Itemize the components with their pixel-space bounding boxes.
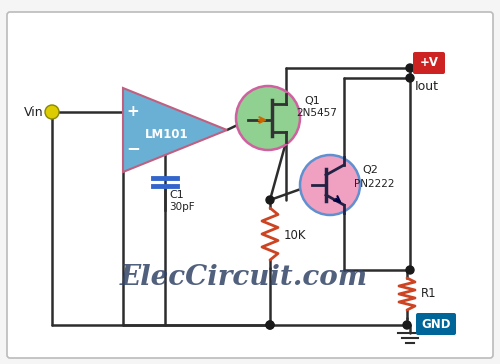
Text: +V: +V <box>420 56 438 70</box>
Text: C1: C1 <box>169 190 184 200</box>
Circle shape <box>406 64 414 72</box>
Circle shape <box>266 321 274 329</box>
Circle shape <box>45 105 59 119</box>
Text: Q2: Q2 <box>362 165 378 175</box>
Text: 30pF: 30pF <box>169 202 194 212</box>
Circle shape <box>266 321 274 329</box>
Text: PN2222: PN2222 <box>354 179 395 189</box>
Circle shape <box>403 321 411 329</box>
Circle shape <box>406 266 414 274</box>
Circle shape <box>236 86 300 150</box>
Text: ElecCircuit.com: ElecCircuit.com <box>120 264 368 291</box>
Polygon shape <box>123 88 227 172</box>
Text: Iout: Iout <box>415 79 439 92</box>
FancyBboxPatch shape <box>416 313 456 335</box>
Text: LM101: LM101 <box>145 128 189 142</box>
Text: 10K: 10K <box>284 229 306 242</box>
Text: R1: R1 <box>421 287 436 300</box>
Text: +: + <box>126 104 140 119</box>
Circle shape <box>266 196 274 204</box>
Text: GND: GND <box>421 317 451 331</box>
FancyBboxPatch shape <box>413 52 445 74</box>
Text: 2N5457: 2N5457 <box>296 108 337 118</box>
Text: Q1: Q1 <box>304 96 320 106</box>
FancyBboxPatch shape <box>7 12 493 358</box>
Text: Vin: Vin <box>24 106 44 119</box>
Circle shape <box>300 155 360 215</box>
Text: −: − <box>126 139 140 157</box>
Circle shape <box>406 74 414 82</box>
